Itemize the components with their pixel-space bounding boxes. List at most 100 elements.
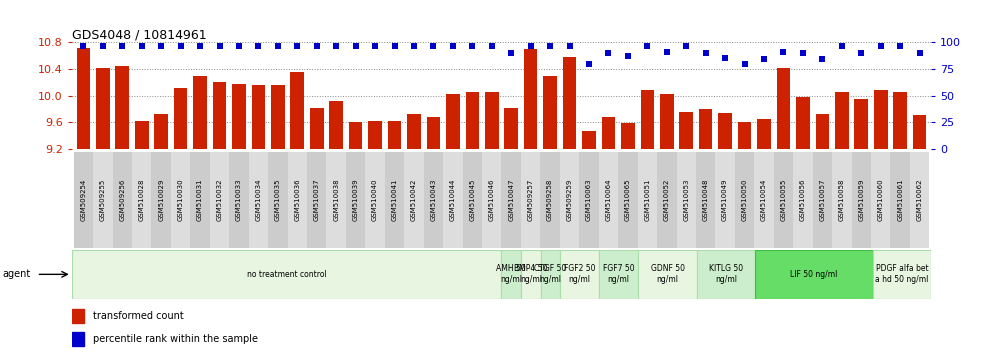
FancyBboxPatch shape <box>72 250 502 299</box>
Text: GSM510032: GSM510032 <box>216 179 222 221</box>
Text: GSM509259: GSM509259 <box>567 179 573 221</box>
Bar <box>637 152 657 248</box>
Point <box>211 43 227 48</box>
Text: agent: agent <box>2 269 31 279</box>
Bar <box>446 94 460 149</box>
Bar <box>407 114 420 149</box>
Bar <box>715 152 735 248</box>
Bar <box>193 76 207 149</box>
Text: GSM510053: GSM510053 <box>683 179 689 221</box>
Bar <box>796 97 810 149</box>
Bar <box>404 152 423 248</box>
Text: CTGF 50
ng/ml: CTGF 50 ng/ml <box>534 264 567 284</box>
Bar <box>426 117 440 149</box>
Text: GSM510037: GSM510037 <box>314 179 320 221</box>
Bar <box>384 152 404 248</box>
Bar <box>330 101 343 149</box>
Bar <box>232 84 246 149</box>
Bar <box>387 121 401 149</box>
Text: GSM510048: GSM510048 <box>702 179 709 221</box>
Text: GSM510049: GSM510049 <box>722 179 728 221</box>
Point <box>834 43 850 48</box>
Bar <box>541 152 560 248</box>
Point <box>815 57 831 62</box>
Bar <box>190 152 210 248</box>
Bar <box>660 94 673 149</box>
Point <box>484 43 500 48</box>
Text: BMP4 50
ng/ml: BMP4 50 ng/ml <box>514 264 548 284</box>
Bar <box>912 115 926 149</box>
Bar <box>151 152 171 248</box>
Bar <box>676 152 696 248</box>
Bar <box>852 152 871 248</box>
Bar <box>443 152 462 248</box>
Point <box>523 43 539 48</box>
Text: FGF2 50
ng/ml: FGF2 50 ng/ml <box>564 264 596 284</box>
Bar <box>271 85 285 149</box>
FancyBboxPatch shape <box>502 250 521 299</box>
Bar <box>619 152 637 248</box>
Text: GSM510029: GSM510029 <box>158 179 164 221</box>
Bar <box>524 49 538 149</box>
Bar <box>291 72 304 149</box>
Point <box>562 43 578 48</box>
Text: GSM510035: GSM510035 <box>275 179 281 221</box>
Bar <box>521 152 541 248</box>
Bar <box>346 152 366 248</box>
Bar <box>154 114 168 149</box>
Point <box>658 49 674 55</box>
Bar <box>132 152 151 248</box>
Point <box>795 50 811 56</box>
Bar <box>563 57 577 149</box>
Bar <box>288 152 307 248</box>
Point <box>756 57 772 62</box>
Bar <box>174 88 187 149</box>
Bar <box>890 152 910 248</box>
Point <box>854 50 870 56</box>
Text: GSM510039: GSM510039 <box>353 179 359 221</box>
Bar <box>310 108 324 149</box>
Bar <box>249 152 268 248</box>
Text: FGF7 50
ng/ml: FGF7 50 ng/ml <box>603 264 634 284</box>
Text: GSM509258: GSM509258 <box>547 179 553 221</box>
Point <box>309 43 325 48</box>
Bar <box>718 113 732 149</box>
Bar <box>349 122 363 149</box>
Point <box>133 43 149 48</box>
Text: GSM510052: GSM510052 <box>663 179 669 221</box>
Text: AMH 50
ng/ml: AMH 50 ng/ml <box>496 264 526 284</box>
Text: GSM510045: GSM510045 <box>469 179 475 221</box>
Text: GSM510055: GSM510055 <box>781 179 787 221</box>
Text: GSM510054: GSM510054 <box>761 179 767 221</box>
Bar <box>657 152 676 248</box>
Text: percentile rank within the sample: percentile rank within the sample <box>93 334 258 344</box>
Point <box>425 43 441 48</box>
Bar <box>622 124 634 149</box>
Bar <box>504 108 518 149</box>
Bar <box>307 152 327 248</box>
Text: GSM510058: GSM510058 <box>839 179 845 221</box>
Text: GSM510050: GSM510050 <box>742 179 748 221</box>
Point <box>639 43 655 48</box>
Text: GSM510043: GSM510043 <box>430 179 436 221</box>
Point <box>76 43 92 48</box>
Bar <box>229 152 249 248</box>
Bar <box>560 152 580 248</box>
Bar <box>116 67 129 149</box>
Text: GSM510047: GSM510047 <box>508 179 514 221</box>
Text: GDNF 50
ng/ml: GDNF 50 ng/ml <box>650 264 684 284</box>
Text: GSM510056: GSM510056 <box>800 179 806 221</box>
Point <box>231 43 247 48</box>
Bar <box>738 122 751 149</box>
FancyBboxPatch shape <box>600 250 638 299</box>
Bar <box>754 152 774 248</box>
Bar <box>113 152 132 248</box>
Text: GSM509254: GSM509254 <box>81 179 87 221</box>
Bar <box>96 68 110 149</box>
Point <box>717 56 733 61</box>
Point <box>892 43 908 48</box>
FancyBboxPatch shape <box>521 250 541 299</box>
Bar <box>835 92 849 149</box>
Point <box>872 43 888 48</box>
Bar <box>679 112 693 149</box>
